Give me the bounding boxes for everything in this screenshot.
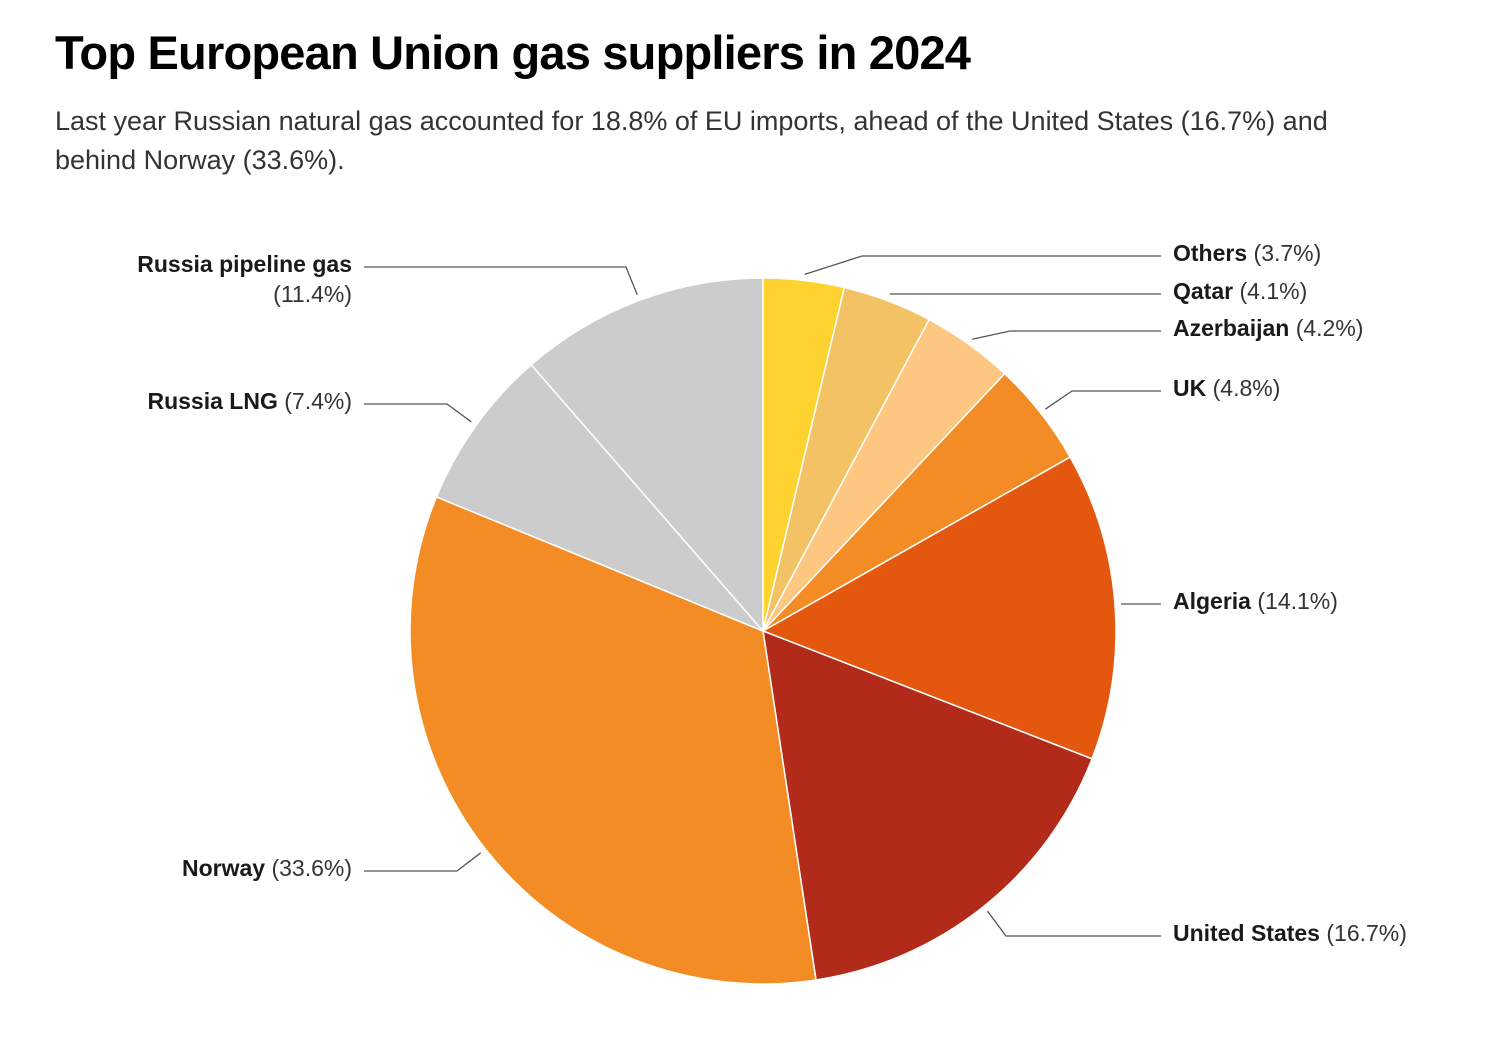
pie-slice-russia-lng <box>435 364 764 632</box>
pie-slices <box>409 277 1117 985</box>
leader-line-norway <box>364 852 482 872</box>
chart-title: Top European Union gas suppliers in 2024 <box>55 26 971 79</box>
leader-line-uk <box>1044 390 1161 410</box>
pie-slice-norway <box>409 496 817 985</box>
leader-line-russia-pipeline-gas <box>364 266 638 296</box>
slice-value-label-qatar: (4.1%) <box>1233 278 1307 304</box>
slice-label-azerbaijan: Azerbaijan (4.2%) <box>1173 315 1363 341</box>
slice-value-label-algeria: (14.1%) <box>1251 588 1338 614</box>
pie-slice-united-states <box>762 630 1093 981</box>
pie-slice-algeria <box>762 456 1117 760</box>
slice-value-label-russia-lng: (7.4%) <box>278 388 352 414</box>
slice-label-russia-pipeline-gas: Russia pipeline gas <box>137 251 352 277</box>
slice-label-uk: UK (4.8%) <box>1173 375 1280 401</box>
slice-label-qatar: Qatar (4.1%) <box>1173 278 1307 304</box>
slice-label-others: Others (3.7%) <box>1173 240 1321 266</box>
slice-value-label-uk: (4.8%) <box>1206 375 1280 401</box>
slice-value-label-russia-pipeline-gas: (11.4%) <box>273 281 352 307</box>
leader-line-united-states <box>986 910 1161 937</box>
slice-label-norway: Norway (33.6%) <box>182 855 352 881</box>
slice-value-label-azerbaijan: (4.2%) <box>1289 315 1363 341</box>
label-leaders <box>364 255 1161 937</box>
slice-label-algeria: Algeria (14.1%) <box>1173 588 1338 614</box>
slice-value-label-norway: (33.6%) <box>265 855 352 881</box>
pie-slice-russia-pipeline-gas <box>530 277 764 632</box>
slice-value-label-others: (3.7%) <box>1247 240 1321 266</box>
chart-subtitle: Last year Russian natural gas accounted … <box>55 106 1328 175</box>
slice-labels: Others (3.7%) Qatar (4.1%) Azerbaijan (4.2… <box>137 240 1407 946</box>
leader-line-russia-lng <box>364 403 472 423</box>
slice-label-russia-lng: Russia LNG (7.4%) <box>147 388 352 414</box>
slice-label-united-states: United States (16.7%) <box>1173 920 1407 946</box>
slice-value-label-united-states: (16.7%) <box>1320 920 1407 946</box>
leader-line-others <box>804 255 1161 276</box>
leader-line-azerbaijan <box>972 330 1161 340</box>
